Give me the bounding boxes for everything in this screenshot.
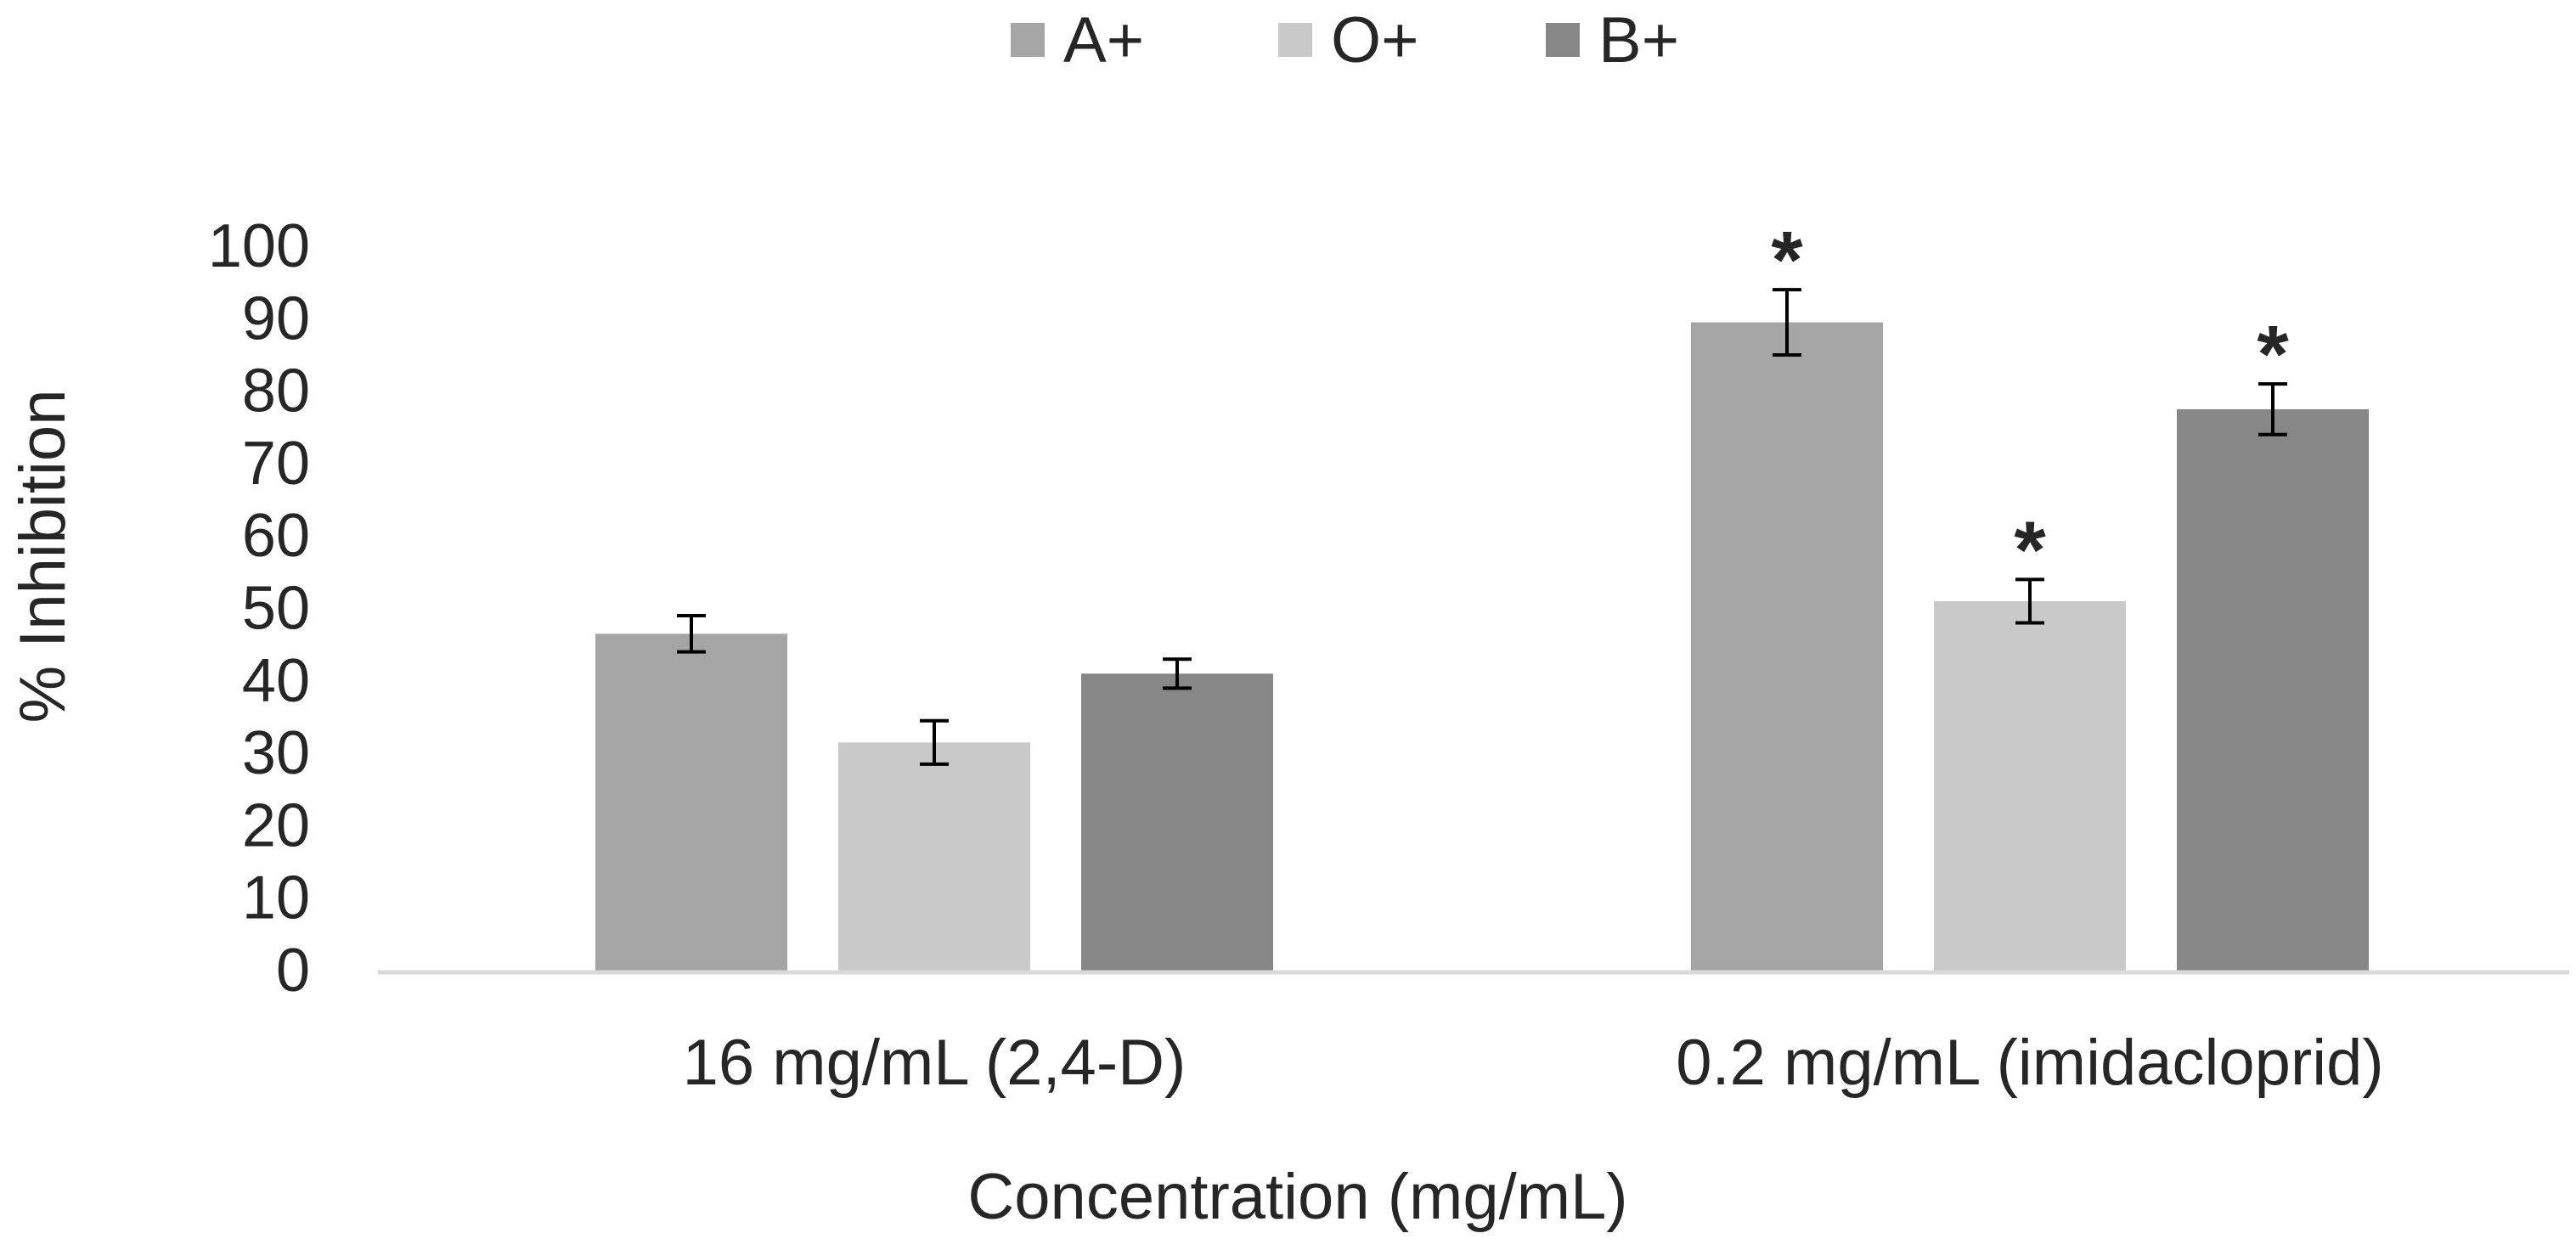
error-bar	[1773, 288, 1801, 357]
y-axis-label: % Inhibition	[7, 390, 79, 724]
y-tick-label: 40	[242, 647, 310, 715]
x-axis-label: Concentration (mg/mL)	[967, 1161, 1627, 1233]
y-tick-label: 20	[242, 791, 310, 859]
y-tick-label: 50	[242, 575, 310, 643]
bar-apos-1	[1691, 322, 1883, 971]
bar-opos-1	[1934, 600, 2126, 971]
y-tick-label: 70	[242, 430, 310, 498]
legend-item: A+	[1011, 4, 1144, 76]
y-tick-label: 60	[242, 502, 310, 570]
bar-apos-0	[595, 633, 787, 971]
x-axis-category-labels: 16 mg/mL (2,4-D) 0.2 mg/mL (imidacloprid)	[683, 1027, 2384, 1099]
legend-item: O+	[1278, 4, 1419, 76]
legend-swatch	[1278, 23, 1312, 57]
x-tick-label: 16 mg/mL (2,4-D)	[683, 1027, 1187, 1099]
error-bar	[2258, 382, 2287, 436]
error-bar	[920, 718, 949, 766]
y-tick-label: 30	[242, 719, 310, 787]
bar-opos-0	[838, 742, 1030, 971]
legend-swatch	[1546, 23, 1580, 57]
x-tick-label: 0.2 mg/mL (imidacloprid)	[1676, 1027, 2383, 1099]
legend-swatch	[1011, 23, 1045, 57]
legend-label: O+	[1331, 4, 1419, 76]
legend: A+ O+ B+	[1011, 4, 1679, 76]
significance-marker: *	[2257, 309, 2289, 400]
error-bar	[1163, 657, 1192, 690]
significance-marker: *	[1771, 215, 1803, 306]
legend-label: A+	[1063, 4, 1144, 76]
legend-item: B+	[1546, 4, 1679, 76]
bars: * * *	[595, 215, 2369, 971]
bar-bpos-1	[2177, 408, 2369, 971]
significance-marker: *	[2014, 504, 2046, 595]
y-tick-label: 0	[276, 937, 310, 1005]
error-bar	[677, 614, 706, 654]
bar-bpos-0	[1081, 673, 1273, 971]
y-tick-label: 80	[242, 358, 310, 425]
error-bar	[2015, 577, 2044, 625]
y-tick-label: 100	[208, 212, 310, 280]
legend-label: B+	[1598, 4, 1679, 76]
y-tick-label: 90	[242, 284, 310, 352]
y-tick-label: 10	[242, 864, 310, 932]
